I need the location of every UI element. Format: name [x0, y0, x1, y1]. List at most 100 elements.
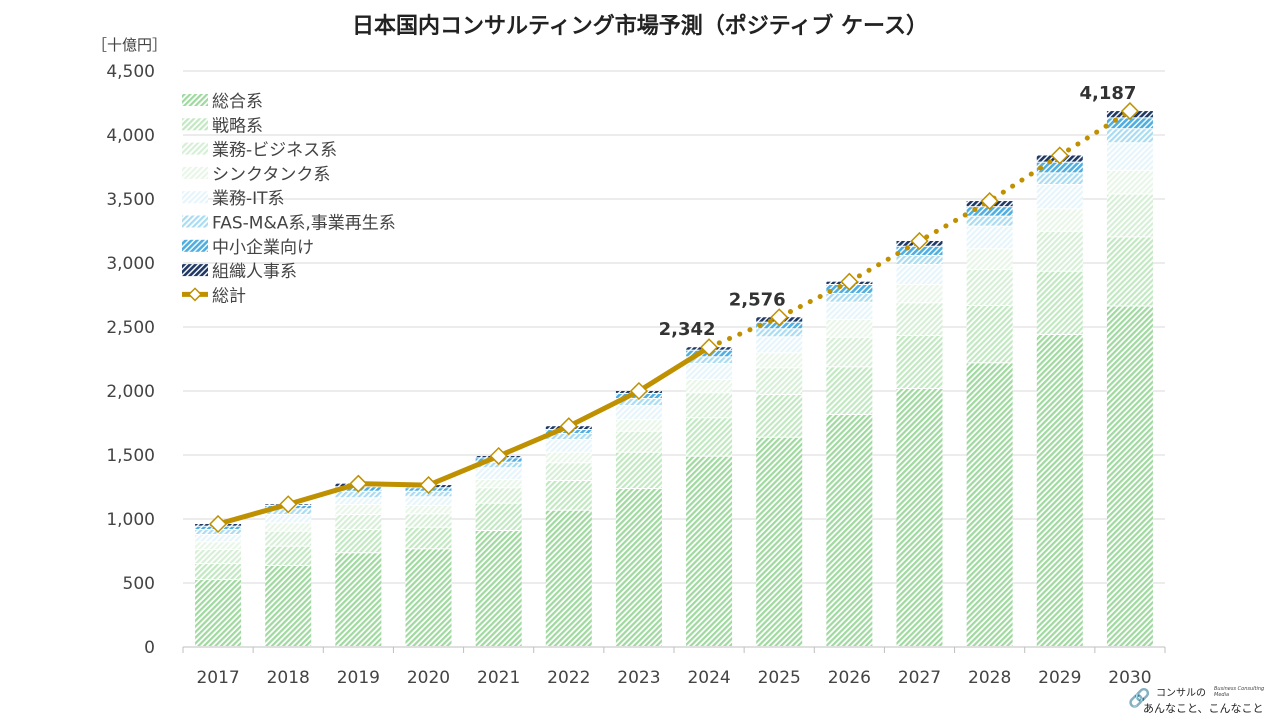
bar-segment: [475, 503, 522, 531]
y-tick-label: 1,000: [106, 510, 155, 530]
y-tick-label: 3,500: [106, 190, 155, 210]
bar-segment: [1036, 334, 1083, 646]
legend-item: 業務-IT系: [182, 189, 285, 209]
total-marker: [629, 381, 648, 401]
legend-item: 総計: [182, 286, 246, 306]
bar-segment: [405, 514, 452, 527]
legend-marker: [187, 287, 203, 302]
x-tick-label: 2027: [898, 668, 941, 688]
y-tick-label: 0: [144, 638, 155, 658]
total-marker: [279, 495, 298, 514]
bar-segment: [966, 226, 1013, 249]
bar-segment: [896, 335, 943, 388]
bar-segment: [475, 468, 522, 479]
bar-segment: [615, 399, 662, 406]
bar-segment: [1036, 185, 1083, 209]
bar-segment: [1036, 209, 1083, 231]
x-tick-label: 2025: [758, 668, 801, 688]
legend-label: 業務-ビジネス系: [212, 141, 337, 161]
bar-segment: [1106, 306, 1153, 646]
total-marker: [700, 338, 719, 357]
total-line-actual: [217, 345, 711, 527]
y-tick-label: 2,500: [106, 318, 155, 338]
bar-segment: [545, 440, 592, 452]
bar-segment: [335, 530, 382, 553]
total-marker: [559, 417, 578, 436]
bar-segment: [756, 329, 803, 337]
bar-segment: [966, 270, 1013, 306]
bar-segment: [966, 249, 1013, 270]
total-marker: [489, 446, 508, 466]
bar-segment: [826, 302, 873, 319]
bar-segment: [896, 265, 943, 285]
legend-label: FAS-M&A系,事業再生系: [212, 214, 396, 234]
bar-segment: [1106, 194, 1153, 237]
chart-title: 日本国内コンサルティング市場予測（ポジティブ ケース）: [352, 14, 928, 39]
y-axis-unit-label: ［十億円］: [92, 36, 168, 54]
bar-segment: [1106, 118, 1153, 129]
bar-segment: [475, 488, 522, 503]
x-tick-label: 2028: [968, 668, 1011, 688]
bar-segment: [686, 456, 733, 646]
y-tick-label: 4,500: [106, 62, 155, 82]
legend-label: 業務-IT系: [212, 189, 285, 209]
bar-segment: [615, 431, 662, 452]
bar-segment: [686, 393, 733, 418]
total-marker: [840, 272, 859, 291]
x-tick-label: 2023: [617, 668, 660, 688]
legend-swatch: [182, 118, 208, 131]
legend-label: 総計: [212, 286, 246, 306]
total-marker: [419, 476, 438, 495]
legend-swatch: [182, 94, 208, 106]
y-tick-label: 500: [123, 574, 155, 594]
legend-swatch: [182, 142, 208, 155]
bar-segment: [896, 303, 943, 335]
logo-line2: あんなこと、こんなこと: [1143, 702, 1264, 715]
bar-segment: [1106, 129, 1153, 143]
legend-label: 組織人事系: [212, 262, 297, 282]
bar-segment: [265, 565, 312, 646]
bar-segment: [1106, 170, 1153, 194]
bar-segment: [195, 535, 242, 542]
bar-segment: [1106, 143, 1153, 170]
bar-segment: [826, 414, 873, 646]
legend-label: 総合系: [212, 92, 263, 112]
bar-segment: [896, 246, 943, 255]
legend-item: シンクタンク系: [182, 165, 330, 185]
x-tick-label: 2020: [407, 668, 450, 688]
bar-segment: [1036, 173, 1083, 185]
bar-segment: [335, 491, 382, 498]
y-tick-label: 1,500: [106, 446, 155, 466]
legend-label: 中小企業向け: [212, 238, 314, 258]
x-tick-label: 2019: [337, 668, 380, 688]
data-label: 2,576: [729, 289, 786, 310]
legend-item: 総合系: [182, 92, 263, 112]
bar-segment: [195, 542, 242, 549]
bar-segment: [756, 353, 803, 368]
bar-segment: [335, 505, 382, 515]
bar-segment: [335, 515, 382, 530]
bar-segment: [265, 515, 312, 523]
bar-segment: [615, 452, 662, 489]
bar-segment: [545, 452, 592, 463]
bar-segment: [756, 337, 803, 353]
bar-segment: [475, 479, 522, 488]
legend-item: FAS-M&A系,事業再生系: [182, 214, 396, 234]
bar-segment: [966, 363, 1013, 646]
bar-segment: [265, 531, 312, 546]
bar-segment: [966, 216, 1013, 226]
total-marker: [349, 474, 368, 493]
y-tick-label: 2,000: [106, 382, 155, 402]
data-label: 2,342: [659, 319, 716, 340]
bar-segment: [545, 510, 592, 646]
bar-segment: [195, 580, 242, 646]
bar-segment: [615, 420, 662, 431]
bar-segment: [756, 368, 803, 394]
bar-segment: [1036, 231, 1083, 271]
bar-segment: [1106, 237, 1153, 306]
bar-segment: [686, 379, 733, 393]
bar-segment: [686, 363, 733, 379]
bar-segment: [896, 285, 943, 303]
y-tick-label: 4,000: [106, 126, 155, 146]
